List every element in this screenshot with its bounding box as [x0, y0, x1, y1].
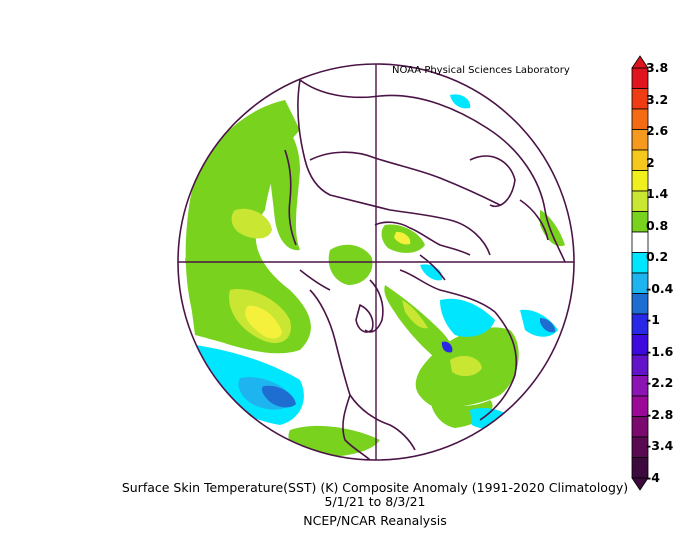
anomaly-darkblue-eastpac	[261, 385, 296, 408]
graticule	[178, 64, 574, 460]
anomaly-lightblue-atlantic	[440, 298, 495, 337]
coastlines	[284, 79, 566, 460]
coast-arctic-islands	[374, 221, 471, 256]
anomaly-fields	[185, 94, 565, 457]
colorbar-label: -3.4	[646, 438, 674, 454]
map-title: Surface Skin Temperature(SST) (K) Compos…	[121, 480, 629, 495]
anomaly-green-okhotsk	[268, 119, 300, 251]
coast-india	[469, 155, 516, 207]
coast-africa	[479, 311, 518, 421]
colorbar-label: 2	[646, 154, 655, 170]
colorbar-top-arrow	[631, 55, 649, 69]
colorbar-bottom-arrow	[631, 477, 649, 491]
colorbar-label: 3.2	[646, 91, 669, 107]
data-source: NCEP/NCAR Reanalysis	[303, 513, 447, 528]
credit-label: NOAA Physical Sciences Laboratory	[392, 65, 570, 76]
anomaly-yellowgreen-atlantic	[402, 300, 428, 329]
colorbar-label: -1	[646, 312, 660, 328]
coast-alaska	[299, 269, 331, 291]
coast-central-america	[342, 394, 371, 460]
anomaly-deepblue-spot	[441, 341, 453, 353]
anomaly-yellowgreen-westpac	[231, 208, 272, 239]
date-range: 5/1/21 to 8/3/21	[324, 494, 426, 509]
coast-europe	[399, 269, 496, 313]
colorbar-label: -4	[646, 470, 660, 485]
colorbar-label: -2.8	[646, 406, 674, 422]
colorbar-boxes	[631, 67, 649, 479]
colorbar-label: -1.6	[646, 343, 674, 359]
coast-siberia	[309, 151, 501, 206]
colorbar-label: -2.2	[646, 375, 674, 391]
anomaly-green-arctic	[328, 244, 373, 285]
colorbar-label: 0.2	[646, 249, 669, 265]
coast-hudson	[355, 304, 374, 333]
anomaly-yellow-kara	[394, 231, 411, 245]
coast-scandinavia	[419, 254, 446, 281]
colorbar-label: 3.8	[646, 60, 669, 75]
colorbar-label: 1.4	[646, 186, 669, 202]
coast-eurasia	[297, 79, 566, 263]
anomaly-lightblue-north	[450, 94, 471, 109]
anomaly-yellowgreen-midatlantic	[450, 355, 482, 377]
colorbar	[631, 55, 649, 491]
anomaly-darkblue-southern	[540, 318, 556, 333]
colorbar-label: 2.6	[646, 123, 669, 139]
coast-greenland	[364, 279, 384, 333]
coast-arabia	[519, 199, 549, 241]
colorbar-label: 0.8	[646, 217, 669, 233]
globe-border	[177, 63, 575, 461]
anomaly-lightblue-gulf	[470, 408, 515, 430]
colorbar-label: -0.4	[646, 280, 674, 296]
anomaly-lightblue-arctic	[420, 264, 443, 281]
colorbar-box	[631, 293, 649, 315]
coast-japan	[284, 149, 297, 246]
anomaly-yellow-pacific	[245, 305, 282, 339]
